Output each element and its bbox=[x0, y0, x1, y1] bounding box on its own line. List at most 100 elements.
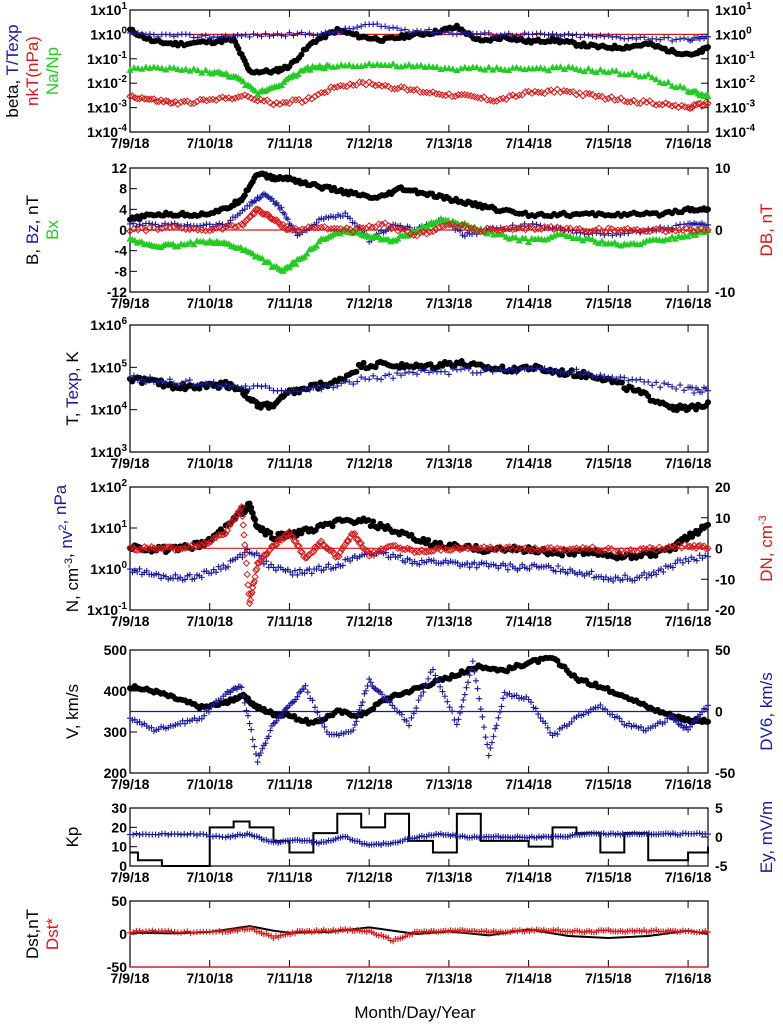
data-point bbox=[545, 32, 552, 39]
data-point bbox=[202, 97, 211, 105]
data-point bbox=[322, 382, 329, 389]
x-axis-label: Month/Day/Year bbox=[354, 1003, 476, 1022]
data-point bbox=[362, 547, 370, 555]
data-point bbox=[672, 227, 680, 235]
x-tick-label: 7/9/18 bbox=[111, 295, 150, 311]
data-point bbox=[221, 223, 230, 231]
data-point bbox=[501, 31, 508, 38]
data-point bbox=[614, 96, 622, 104]
data-point bbox=[372, 364, 379, 371]
data-point bbox=[611, 96, 619, 104]
y-tick-label-left: 30 bbox=[111, 800, 127, 816]
data-point bbox=[402, 369, 409, 376]
data-point bbox=[214, 34, 221, 41]
data-point bbox=[704, 99, 712, 108]
data-point bbox=[266, 258, 274, 266]
data-point bbox=[556, 224, 565, 232]
x-tick-label: 7/15/18 bbox=[585, 455, 632, 471]
data-point bbox=[296, 547, 305, 556]
data-point bbox=[162, 379, 169, 386]
data-point bbox=[445, 371, 452, 378]
data-point bbox=[253, 565, 261, 573]
y-tick-label-left: 1x102 bbox=[90, 478, 127, 495]
data-point bbox=[565, 370, 572, 377]
y-tick-label-left: 0 bbox=[119, 222, 127, 238]
data-point bbox=[674, 103, 683, 111]
panel-p1: 7/9/18 7/10/18 7/11/18 7/12/18 7/13/18 7/14/1… bbox=[3, 1, 755, 151]
data-point bbox=[618, 379, 625, 386]
x-tick-label: 7/11/18 bbox=[266, 869, 312, 885]
data-point bbox=[354, 24, 361, 31]
data-point bbox=[170, 64, 178, 71]
data-point bbox=[372, 549, 381, 558]
data-point bbox=[182, 65, 190, 73]
data-point bbox=[429, 88, 437, 96]
data-point bbox=[394, 370, 401, 377]
y-tick-label-left: 0 bbox=[119, 926, 127, 942]
data-point bbox=[382, 372, 389, 379]
data-point bbox=[317, 88, 326, 97]
data-point bbox=[370, 372, 377, 379]
data-point bbox=[174, 65, 182, 73]
data-point bbox=[481, 366, 488, 373]
data-point bbox=[671, 235, 679, 242]
y-tick-label-left: 500 bbox=[104, 642, 128, 658]
data-point bbox=[174, 222, 182, 230]
data-point bbox=[601, 232, 608, 239]
data-point bbox=[699, 555, 706, 562]
data-point bbox=[166, 31, 173, 38]
y-tick-label-right: 1x101 bbox=[715, 1, 752, 18]
data-point bbox=[664, 78, 672, 85]
data-point bbox=[330, 384, 337, 391]
data-point bbox=[268, 215, 276, 223]
data-point bbox=[653, 379, 660, 386]
data-point bbox=[206, 95, 214, 104]
data-point bbox=[194, 381, 201, 388]
data-point bbox=[325, 561, 332, 568]
data-point bbox=[318, 386, 325, 393]
y-axis-label-right: DN, cm-3 bbox=[757, 515, 776, 582]
data-point bbox=[572, 225, 581, 233]
y-axis-label-right: Ey, mV/m bbox=[757, 801, 776, 873]
data-point bbox=[588, 67, 596, 74]
x-tick-label: 7/13/18 bbox=[426, 613, 473, 629]
data-point bbox=[150, 31, 157, 38]
data-point bbox=[525, 238, 533, 245]
data-point bbox=[301, 570, 308, 577]
data-point bbox=[154, 379, 161, 386]
data-point bbox=[560, 65, 568, 73]
x-tick-label: 7/16/18 bbox=[665, 135, 712, 151]
data-point bbox=[378, 376, 385, 383]
data-point bbox=[126, 92, 134, 101]
data-point bbox=[315, 563, 322, 570]
data-point bbox=[253, 205, 262, 214]
data-point bbox=[537, 30, 544, 37]
data-point bbox=[225, 563, 232, 570]
data-point bbox=[569, 32, 576, 39]
data-point bbox=[347, 215, 354, 222]
data-point bbox=[275, 202, 282, 209]
data-point bbox=[617, 34, 624, 41]
data-point bbox=[219, 531, 227, 539]
y-tick-label-left: 12 bbox=[111, 160, 127, 176]
y-tick-label-left: 4 bbox=[119, 201, 127, 217]
x-tick-label: 7/13/18 bbox=[426, 970, 473, 986]
data-point bbox=[235, 45, 242, 52]
y-tick-label-right: -50 bbox=[715, 765, 735, 781]
data-point bbox=[162, 97, 170, 105]
data-point bbox=[442, 91, 450, 100]
x-tick-label: 7/12/18 bbox=[346, 135, 393, 151]
data-point bbox=[588, 227, 597, 235]
y-tick-label-right: -20 bbox=[715, 602, 735, 618]
data-point bbox=[414, 371, 421, 378]
data-point bbox=[378, 82, 386, 90]
data-point bbox=[226, 384, 233, 391]
data-point bbox=[314, 383, 321, 390]
data-point bbox=[677, 557, 684, 564]
y-axis-label-left: nkT(nPa) bbox=[23, 36, 42, 106]
data-point bbox=[237, 92, 246, 101]
data-point bbox=[417, 61, 425, 69]
data-point bbox=[194, 34, 201, 41]
data-point bbox=[673, 222, 680, 229]
data-point bbox=[320, 222, 329, 231]
